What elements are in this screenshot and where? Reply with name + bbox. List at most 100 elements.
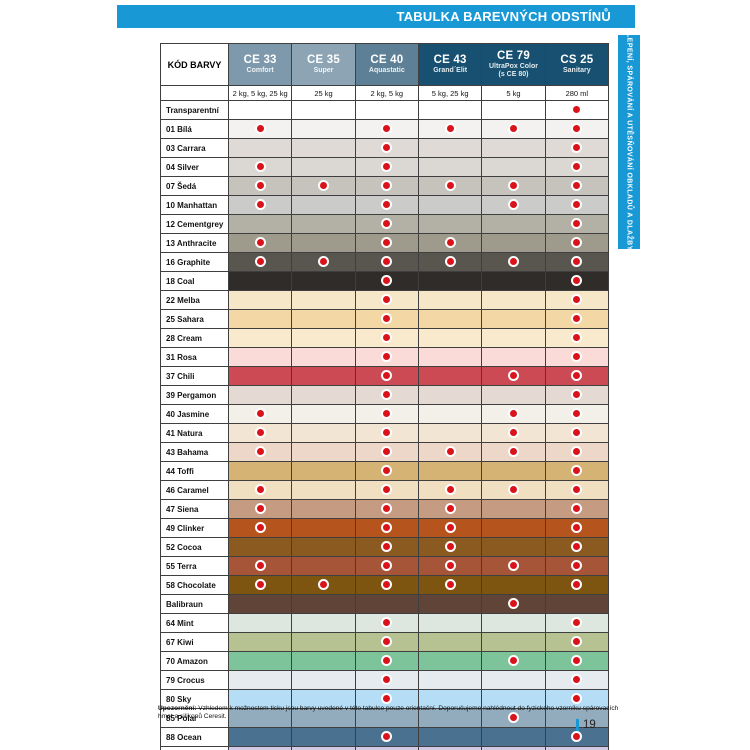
availability-dot <box>571 218 583 230</box>
color-cell-ce-79 <box>481 689 546 709</box>
color-cell-cs-25 <box>544 100 610 120</box>
color-cell-ce-43 <box>417 119 483 139</box>
availability-dot <box>444 180 456 192</box>
table-row: 88 Ocean <box>160 727 610 747</box>
footnote: Upozornění: Vzhledem k možnostem tisku j… <box>158 705 620 721</box>
availability-dot <box>571 161 583 173</box>
availability-dot <box>444 522 456 534</box>
color-cell-ce-40 <box>354 442 419 462</box>
table-row: 37 Chili <box>160 366 610 386</box>
table-head: KÓD BARVY CE 33 Comfort CE 35 Super CE 40 Aqua… <box>160 43 610 101</box>
availability-dot <box>571 522 583 534</box>
page-number-bar-icon <box>576 719 579 731</box>
availability-dot <box>381 446 393 458</box>
color-cell-ce-35 <box>291 556 356 576</box>
color-cell-ce-33 <box>227 252 293 272</box>
color-cell-ce-35 <box>291 385 356 405</box>
availability-dot <box>381 465 393 477</box>
table-row: 16 Graphite <box>160 252 610 272</box>
availability-dot <box>381 332 393 344</box>
table-row: 64 Mint <box>160 613 610 633</box>
availability-dot <box>507 446 519 458</box>
section-side-tab: LEPENÍ, SPÁROVÁNÍ A UTĚSŇOVÁNÍ OBKLADŮ A… <box>618 33 640 251</box>
color-cell-ce-79 <box>481 537 546 557</box>
color-code-label: 64 Mint <box>160 613 229 633</box>
color-code-label: 16 Graphite <box>160 252 229 272</box>
color-cell-ce-43 <box>417 385 483 405</box>
color-cell-ce-33 <box>227 233 293 253</box>
availability-dot <box>254 199 266 211</box>
color-cell-ce-43 <box>417 708 483 728</box>
color-cell-ce-35 <box>291 537 356 557</box>
table-body: Transparentní 01 Bílá 03 Carrara 04 Silver 0… <box>160 100 610 750</box>
product-code: CE 40 <box>370 53 404 66</box>
color-cell-ce-79 <box>481 157 546 177</box>
color-cell-ce-40 <box>354 537 419 557</box>
color-cell-ce-43 <box>417 195 483 215</box>
color-cell-ce-40 <box>354 461 419 481</box>
availability-dot <box>254 408 266 420</box>
color-cell-ce-79 <box>481 366 546 386</box>
color-cell-cs-25 <box>544 366 610 386</box>
availability-dot <box>381 484 393 496</box>
color-cell-ce-79 <box>481 233 546 253</box>
availability-dot <box>507 598 519 610</box>
color-cell-ce-43 <box>417 461 483 481</box>
color-cell-ce-35 <box>291 328 356 348</box>
color-cell-ce-43 <box>417 271 483 291</box>
color-cell-cs-25 <box>544 328 610 348</box>
color-cell-ce-35 <box>291 613 356 633</box>
availability-dot <box>507 123 519 135</box>
color-cell-ce-43 <box>417 157 483 177</box>
color-cell-ce-33 <box>227 271 293 291</box>
table-row: 55 Terra <box>160 556 610 576</box>
availability-dot <box>571 446 583 458</box>
availability-dot <box>507 427 519 439</box>
availability-dot <box>444 579 456 591</box>
color-cell-ce-43 <box>417 252 483 272</box>
color-cell-ce-40 <box>354 708 419 728</box>
color-cell-ce-43 <box>417 100 483 120</box>
color-cell-cs-25 <box>544 480 610 500</box>
color-cell-ce-33 <box>227 195 293 215</box>
color-cell-ce-40 <box>354 423 419 443</box>
color-cell-ce-79 <box>481 575 546 595</box>
color-cell-ce-35 <box>291 271 356 291</box>
color-cell-cs-25 <box>544 670 610 690</box>
color-cell-cs-25 <box>544 195 610 215</box>
product-code: CE 79 <box>496 49 530 62</box>
color-cell-ce-40 <box>354 290 419 310</box>
table-row: 46 Caramel <box>160 480 610 500</box>
availability-dot <box>317 256 329 268</box>
product-header-ce-35: CE 35 Super <box>291 43 356 86</box>
product-header-ce-43: CE 43 Grand´Elit <box>417 43 483 86</box>
color-cell-ce-33 <box>227 537 293 557</box>
color-cell-ce-33 <box>227 100 293 120</box>
color-cell-ce-35 <box>291 708 356 728</box>
product-header-row: KÓD BARVY CE 33 Comfort CE 35 Super CE 40 Aqua… <box>160 43 610 86</box>
availability-dot <box>381 389 393 401</box>
color-cell-ce-40 <box>354 214 419 234</box>
availability-dot <box>507 370 519 382</box>
color-code-label: 22 Melba <box>160 290 229 310</box>
color-cell-ce-35 <box>291 252 356 272</box>
color-cell-ce-40 <box>354 727 419 747</box>
color-cell-ce-79 <box>481 499 546 519</box>
color-cell-ce-79 <box>481 651 546 671</box>
availability-dot <box>317 579 329 591</box>
color-cell-ce-43 <box>417 537 483 557</box>
color-cell-ce-35 <box>291 233 356 253</box>
page-title: TABULKA BAREVNÝCH ODSTÍNŮ <box>396 9 611 24</box>
color-cell-ce-33 <box>227 556 293 576</box>
color-cell-ce-43 <box>417 442 483 462</box>
color-cell-ce-43 <box>417 670 483 690</box>
color-cell-ce-35 <box>291 670 356 690</box>
color-code-label: 47 Siena <box>160 499 229 519</box>
color-cell-ce-43 <box>417 727 483 747</box>
color-cell-ce-43 <box>417 309 483 329</box>
page-header-bar: TABULKA BAREVNÝCH ODSTÍNŮ <box>117 5 635 28</box>
color-cell-cs-25 <box>544 632 610 652</box>
availability-dot <box>571 731 583 743</box>
color-cell-ce-33 <box>227 366 293 386</box>
color-cell-ce-35 <box>291 119 356 139</box>
